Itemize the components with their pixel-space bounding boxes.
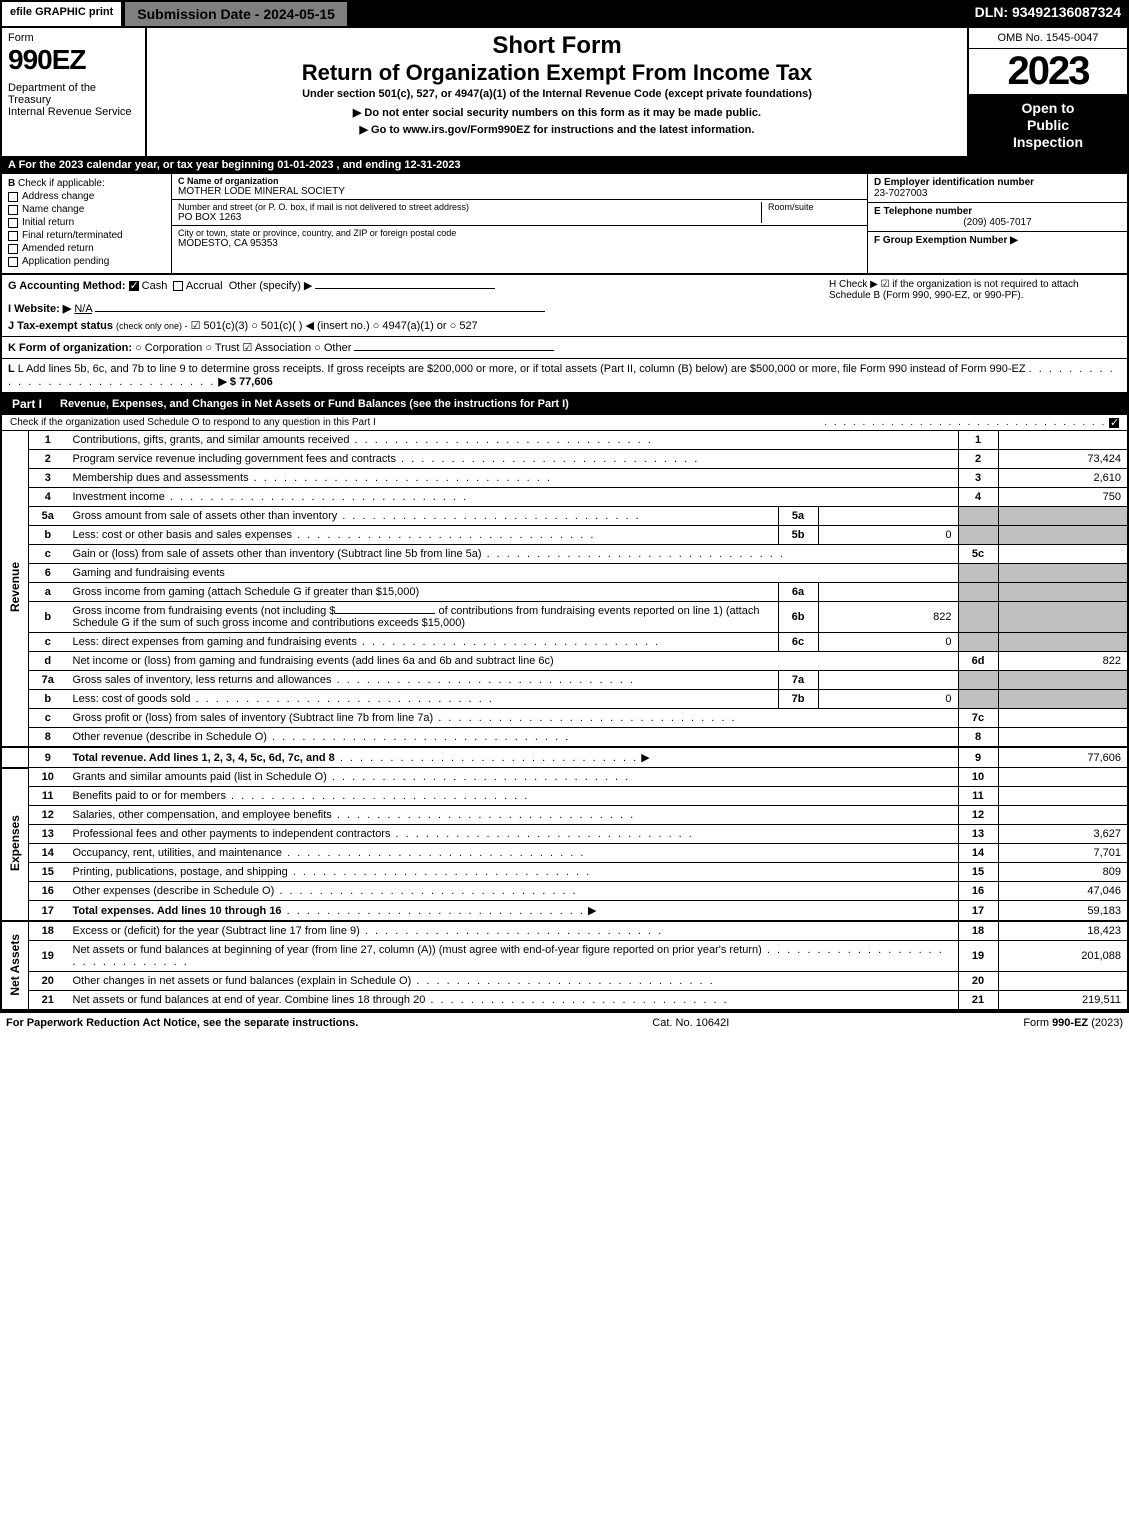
header-left-col: Form 990EZ Department of the Treasury In… [2, 28, 147, 156]
section-a: A For the 2023 calendar year, or tax yea… [0, 156, 1129, 174]
footer-left: For Paperwork Reduction Act Notice, see … [6, 1017, 358, 1029]
cat-netassets: Net Assets [1, 921, 29, 1010]
f-label: F Group Exemption Number ▶ [874, 235, 1121, 246]
l-text: L Add lines 5b, 6c, and 7b to line 9 to … [18, 363, 1026, 375]
chk-amended-return[interactable]: Amended return [8, 243, 165, 254]
i-website: N/A [74, 303, 92, 315]
section-h: H Check ▶ ☑ if the organization is not r… [821, 279, 1121, 332]
header-right-col: OMB No. 1545-0047 2023 Open to Public In… [967, 28, 1127, 156]
d-ein: 23-7027003 [874, 188, 1121, 199]
i-label: I Website: ▶ [8, 303, 71, 315]
c-city-label: City or town, state or province, country… [178, 228, 861, 238]
e-label: E Telephone number [874, 206, 1121, 217]
dln-label: DLN: 93492136087324 [967, 0, 1129, 28]
section-b: B Check if applicable: Address change Na… [2, 174, 172, 273]
chk-accrual[interactable] [173, 281, 183, 291]
under-section: Under section 501(c), 527, or 4947(a)(1)… [157, 88, 957, 100]
g-label: G Accounting Method: [8, 280, 126, 292]
omb-number: OMB No. 1545-0047 [969, 28, 1127, 49]
info-grid: B Check if applicable: Address change Na… [0, 174, 1129, 275]
section-c: C Name of organization MOTHER LODE MINER… [172, 174, 867, 273]
do-not-enter: ▶ Do not enter social security numbers o… [157, 106, 957, 119]
b-check-if: Check if applicable: [18, 178, 105, 189]
part-1-sub: Check if the organization used Schedule … [0, 415, 1129, 431]
go-to-link[interactable]: ▶ Go to www.irs.gov/Form990EZ for instru… [157, 123, 957, 136]
cat-expenses: Expenses [1, 768, 29, 922]
short-form-title: Short Form [157, 32, 957, 60]
page-footer: For Paperwork Reduction Act Notice, see … [0, 1011, 1129, 1033]
lines-table: Revenue 1 Contributions, gifts, grants, … [0, 431, 1129, 1011]
c-street-label: Number and street (or P. O. box, if mail… [178, 202, 761, 212]
topbar-fill [349, 0, 967, 28]
inspection-box: Open to Public Inspection [969, 94, 1127, 156]
chk-schedule-o[interactable] [1109, 418, 1119, 428]
chk-address-change[interactable]: Address change [8, 191, 165, 202]
j-options: ☑ 501(c)(3) ○ 501(c)( ) ◀ (insert no.) ○… [191, 320, 478, 332]
j-note: (check only one) - [116, 321, 188, 331]
cat-revenue: Revenue [1, 431, 29, 747]
top-bar: efile GRAPHIC print Submission Date - 20… [0, 0, 1129, 28]
tax-year: 2023 [969, 49, 1127, 94]
submission-date: Submission Date - 2024-05-15 [123, 0, 349, 28]
part-1-label: Part I [2, 393, 52, 415]
section-k: K Form of organization: ○ Corporation ○ … [0, 337, 1129, 359]
c-name-label: C Name of organization [178, 176, 861, 186]
chk-name-change[interactable]: Name change [8, 204, 165, 215]
form-header: Form 990EZ Department of the Treasury In… [0, 28, 1129, 156]
footer-right: Form 990-EZ (2023) [1023, 1017, 1123, 1029]
part-1-title: Revenue, Expenses, and Changes in Net As… [52, 394, 1127, 414]
b-label: B [8, 178, 15, 189]
chk-final-return[interactable]: Final return/terminated [8, 230, 165, 241]
section-l: L L Add lines 5b, 6c, and 7b to line 9 t… [0, 359, 1129, 393]
form-number: 990EZ [8, 44, 139, 76]
c-room-label: Room/suite [768, 202, 861, 212]
section-g-h: G Accounting Method: Cash Accrual Other … [0, 275, 1129, 337]
org-name: MOTHER LODE MINERAL SOCIETY [178, 186, 861, 197]
part-1-header: Part I Revenue, Expenses, and Changes in… [0, 393, 1129, 415]
return-title: Return of Organization Exempt From Incom… [157, 60, 957, 86]
org-city: MODESTO, CA 95353 [178, 238, 861, 249]
department: Department of the Treasury Internal Reve… [8, 82, 139, 118]
efile-label[interactable]: efile GRAPHIC print [0, 0, 123, 28]
section-def: D Employer identification number 23-7027… [867, 174, 1127, 273]
e-phone: (209) 405-7017 [874, 217, 1121, 228]
h-text: H Check ▶ ☑ if the organization is not r… [829, 279, 1121, 301]
l-amount: ▶ $ 77,606 [218, 376, 272, 388]
chk-cash[interactable] [129, 281, 139, 291]
footer-center: Cat. No. 10642I [652, 1017, 729, 1029]
org-street: PO BOX 1263 [178, 212, 761, 223]
header-center-col: Short Form Return of Organization Exempt… [147, 28, 967, 156]
d-label: D Employer identification number [874, 177, 1121, 188]
form-word: Form [8, 32, 139, 44]
k-label: K Form of organization: [8, 342, 132, 354]
chk-initial-return[interactable]: Initial return [8, 217, 165, 228]
j-label: J Tax-exempt status [8, 320, 113, 332]
chk-application-pending[interactable]: Application pending [8, 256, 165, 267]
k-options: ○ Corporation ○ Trust ☑ Association ○ Ot… [135, 342, 351, 354]
